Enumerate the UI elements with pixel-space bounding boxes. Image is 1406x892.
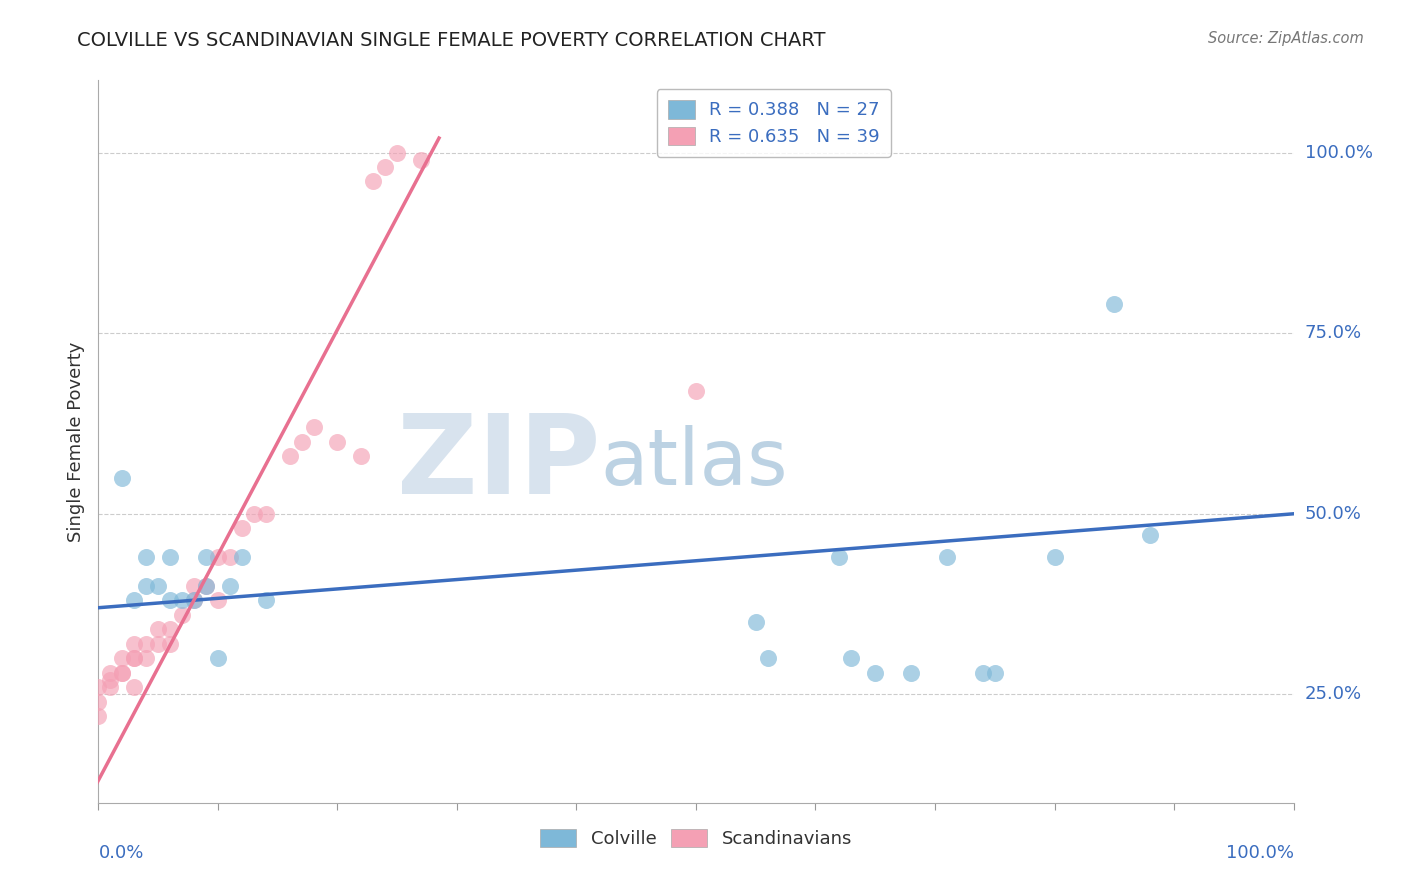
Point [363, 174, 385, 188]
Text: COLVILLE VS SCANDINAVIAN SINGLE FEMALE POVERTY CORRELATION CHART: COLVILLE VS SCANDINAVIAN SINGLE FEMALE P… [77, 31, 825, 50]
Point [207, 593, 229, 607]
Point [243, 507, 266, 521]
Point [841, 651, 863, 665]
Text: ZIP: ZIP [396, 409, 600, 516]
Text: 0.0%: 0.0% [98, 845, 143, 863]
Point [865, 665, 887, 680]
Point [278, 449, 301, 463]
Point [159, 550, 181, 565]
Point [254, 593, 277, 607]
Point [231, 550, 253, 565]
Point [87, 709, 110, 723]
Point [1139, 528, 1161, 542]
Text: 100.0%: 100.0% [1305, 144, 1372, 161]
Point [195, 550, 218, 565]
Point [972, 665, 994, 680]
Point [111, 651, 134, 665]
Point [172, 593, 194, 607]
Text: atlas: atlas [600, 425, 787, 501]
Point [195, 579, 218, 593]
Text: Source: ZipAtlas.com: Source: ZipAtlas.com [1208, 31, 1364, 46]
Point [207, 550, 229, 565]
Point [385, 145, 409, 160]
Text: 100.0%: 100.0% [1226, 845, 1294, 863]
Point [745, 615, 768, 630]
Point [148, 637, 170, 651]
Point [183, 579, 205, 593]
Point [148, 623, 170, 637]
Point [411, 153, 433, 167]
Point [87, 680, 110, 694]
Point [195, 579, 218, 593]
Point [984, 665, 1007, 680]
Point [183, 593, 205, 607]
Point [148, 579, 170, 593]
Point [828, 550, 851, 565]
Point [159, 623, 181, 637]
Point [98, 680, 122, 694]
Point [254, 507, 277, 521]
Point [135, 637, 157, 651]
Point [685, 384, 707, 398]
Point [302, 420, 325, 434]
Text: 75.0%: 75.0% [1305, 324, 1362, 343]
Point [159, 637, 181, 651]
Point [111, 665, 134, 680]
Point [135, 579, 157, 593]
Point [231, 521, 253, 535]
Point [207, 651, 229, 665]
Point [183, 593, 205, 607]
Point [124, 651, 146, 665]
Point [98, 665, 122, 680]
Point [1104, 297, 1126, 311]
Point [219, 579, 242, 593]
Point [219, 550, 242, 565]
Text: 25.0%: 25.0% [1305, 685, 1362, 704]
Point [87, 695, 110, 709]
Point [111, 470, 134, 484]
Point [159, 593, 181, 607]
Point [124, 651, 146, 665]
Point [135, 550, 157, 565]
Point [1043, 550, 1066, 565]
Point [172, 607, 194, 622]
Point [291, 434, 314, 449]
Point [900, 665, 922, 680]
Legend: Colville, Scandinavians: Colville, Scandinavians [533, 822, 859, 855]
Point [936, 550, 959, 565]
Point [111, 665, 134, 680]
Point [124, 680, 146, 694]
Text: 50.0%: 50.0% [1305, 505, 1361, 523]
Point [374, 160, 396, 174]
Point [98, 673, 122, 687]
Point [326, 434, 349, 449]
Point [756, 651, 779, 665]
Point [124, 593, 146, 607]
Point [350, 449, 373, 463]
Y-axis label: Single Female Poverty: Single Female Poverty [66, 342, 84, 541]
Point [135, 651, 157, 665]
Point [124, 637, 146, 651]
